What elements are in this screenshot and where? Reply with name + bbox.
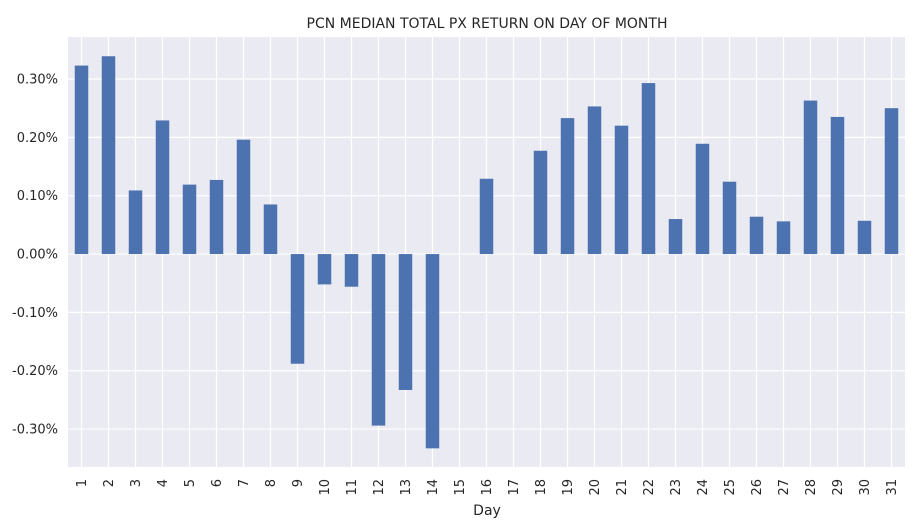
x-tick-label: 14	[426, 479, 441, 496]
x-tick-label: 20	[588, 479, 603, 496]
x-tick-label: 15	[453, 479, 468, 496]
x-tick-label: 11	[345, 479, 360, 496]
bar-day-1	[74, 65, 89, 255]
x-tick-label: 10	[318, 479, 333, 496]
x-tick-label: 31	[885, 479, 900, 496]
x-tick-label: 9	[291, 479, 306, 487]
bar-day-23	[668, 219, 683, 255]
x-tick-label: 29	[831, 479, 846, 496]
x-tick-label: 23	[669, 479, 684, 496]
x-tick-label: 4	[156, 479, 171, 487]
x-tick-label: 8	[264, 479, 279, 487]
y-tick-label: 0.30%	[17, 73, 58, 88]
bar-day-22	[641, 83, 656, 255]
bar-day-9	[290, 254, 305, 364]
bar-day-27	[776, 221, 791, 255]
chart-title: PCN MEDIAN TOTAL PX RETURN ON DAY OF MON…	[307, 16, 668, 32]
x-tick-label: 2	[102, 479, 117, 487]
x-tick-label: 30	[858, 479, 873, 496]
bar-day-4	[155, 120, 170, 255]
bar-day-14	[425, 254, 440, 449]
bar-day-5	[182, 184, 197, 255]
bar-day-3	[128, 190, 143, 255]
bar-day-30	[857, 220, 872, 255]
x-tick-label: 24	[696, 479, 711, 496]
x-axis-tick-labels: 1 2 3 4 5 6 7 8 9 10 11 12 13 14 15 16 17 18 19 20 21 22 23 24 2…	[75, 479, 900, 496]
bar-day-18	[533, 150, 548, 255]
bar-day-31	[884, 108, 899, 255]
x-tick-label: 22	[642, 479, 657, 496]
bar-day-7	[236, 139, 251, 255]
x-tick-label: 13	[399, 479, 414, 496]
x-tick-label: 16	[480, 479, 495, 496]
y-tick-label: 0.10%	[17, 189, 58, 204]
bar-day-16	[479, 178, 494, 255]
y-axis-tick-labels: -0.30% -0.20% -0.10% 0.00% 0.10% 0.20% 0.30%	[12, 73, 58, 438]
x-tick-label: 17	[507, 479, 522, 496]
x-tick-label: 18	[534, 479, 549, 496]
x-tick-label: 26	[750, 479, 765, 496]
x-tick-label: 5	[183, 479, 198, 487]
bar-day-19	[560, 118, 575, 255]
bar-day-2	[101, 56, 116, 255]
bar-day-8	[263, 204, 278, 255]
x-tick-label: 6	[210, 479, 225, 487]
bar-day-10	[317, 254, 332, 285]
x-tick-label: 7	[237, 479, 252, 487]
x-tick-label: 1	[75, 479, 90, 487]
x-tick-label: 21	[615, 479, 630, 496]
y-tick-label: -0.20%	[12, 364, 58, 379]
bar-day-21	[614, 125, 629, 255]
y-tick-label: -0.10%	[12, 306, 58, 321]
x-tick-label: 28	[804, 479, 819, 496]
bar-day-20	[587, 106, 602, 255]
y-tick-label: 0.20%	[17, 131, 58, 146]
bar-day-12	[371, 254, 386, 426]
bar-day-28	[803, 100, 818, 255]
bar-day-11	[344, 254, 359, 287]
y-tick-label: -0.30%	[12, 423, 58, 438]
x-tick-label: 19	[561, 479, 576, 496]
x-tick-label: 12	[372, 479, 387, 496]
bars	[74, 56, 899, 449]
bar-day-24	[695, 143, 710, 255]
bar-day-13	[398, 254, 413, 390]
bar-day-29	[830, 116, 845, 255]
bar-day-6	[209, 179, 224, 255]
y-tick-label: 0.00%	[17, 248, 58, 263]
x-axis-label: Day	[473, 503, 501, 519]
bar-day-25	[722, 181, 737, 255]
x-tick-label: 27	[777, 479, 792, 496]
x-tick-label: 25	[723, 479, 738, 496]
bar-day-26	[749, 216, 764, 255]
x-tick-label: 3	[129, 479, 144, 487]
